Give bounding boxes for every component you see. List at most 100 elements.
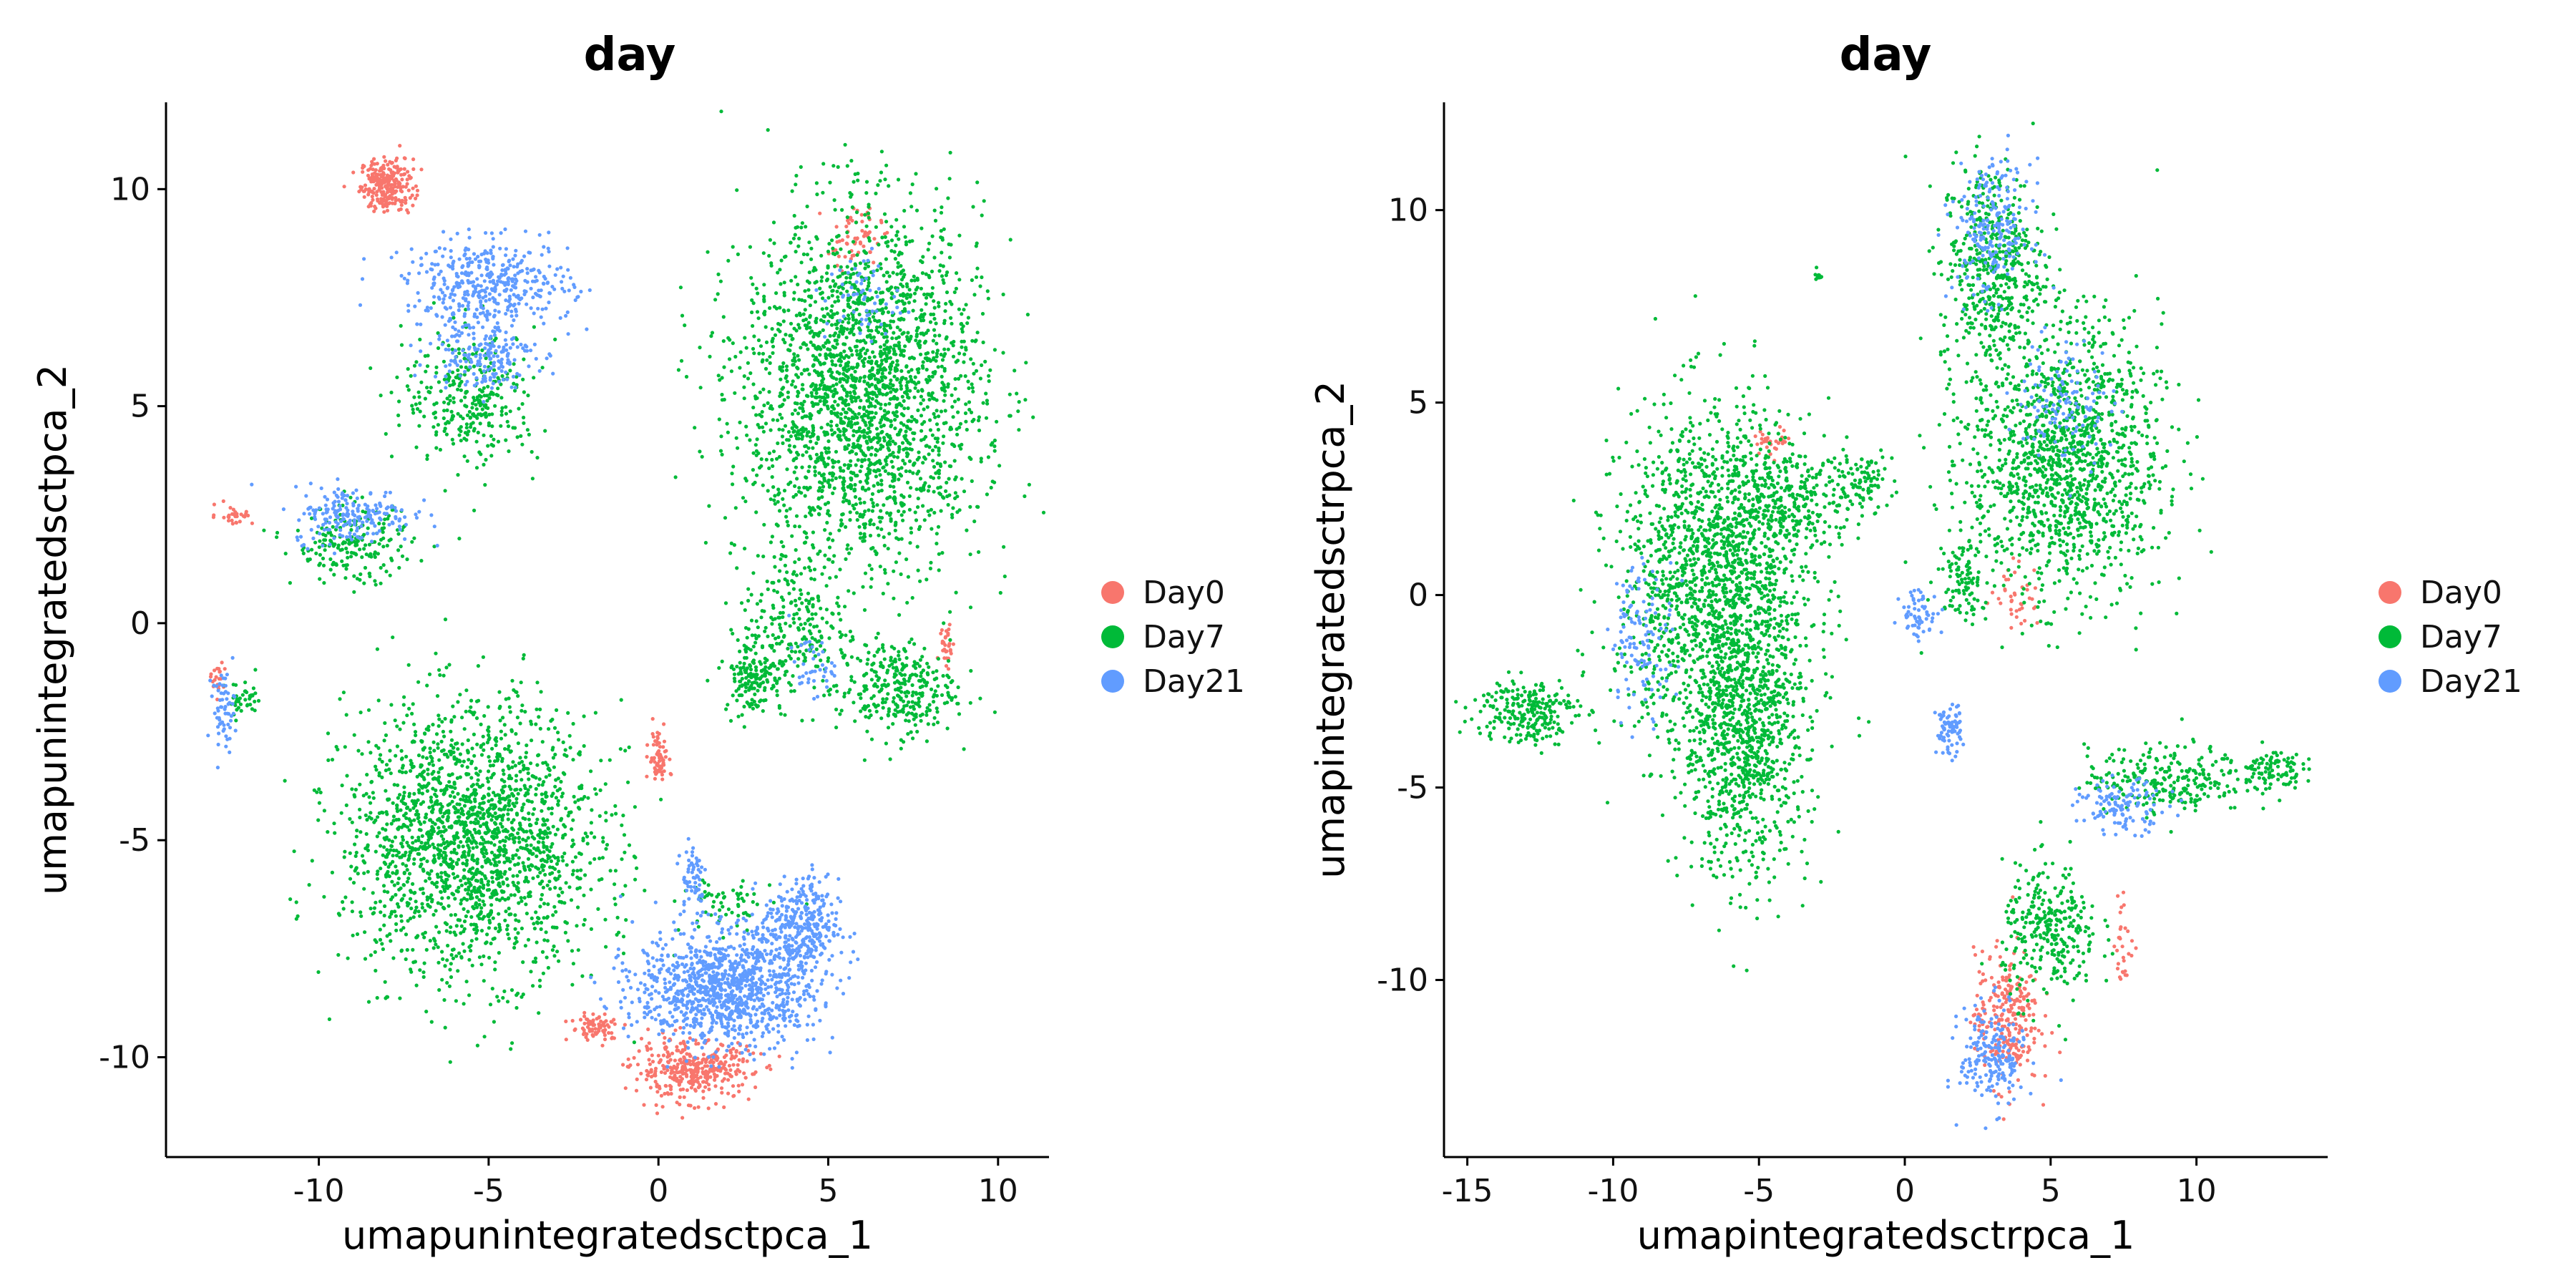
data-point: [673, 1058, 678, 1063]
data-point: [892, 680, 897, 685]
data-point: [787, 448, 791, 452]
data-point: [937, 491, 942, 495]
data-point: [940, 628, 944, 633]
data-point: [792, 620, 796, 625]
data-point: [597, 1029, 601, 1033]
data-point: [858, 501, 863, 505]
data-point: [888, 757, 892, 761]
data-point: [749, 592, 753, 597]
data-point: [422, 935, 426, 940]
data-point: [951, 415, 955, 419]
data-point: [874, 709, 879, 714]
data-point: [396, 167, 401, 172]
data-point: [827, 484, 831, 489]
data-point: [936, 657, 940, 661]
data-point: [761, 251, 766, 255]
data-point: [844, 336, 849, 340]
data-point: [945, 701, 950, 705]
data-point: [926, 722, 930, 726]
data-point: [841, 308, 846, 313]
left-umap-panel: day-10 -5 0 5 10-10-50510umapunintegratedsct…: [30, 29, 1245, 1258]
data-point: [590, 1033, 595, 1037]
data-point: [863, 351, 868, 356]
data-point: [679, 1050, 683, 1055]
data-point: [518, 721, 522, 726]
data-point: [729, 628, 733, 632]
data-point: [828, 180, 832, 185]
data-point: [927, 484, 932, 489]
data-point: [859, 213, 864, 217]
data-point: [957, 233, 962, 238]
data-point: [772, 649, 776, 653]
data-point: [555, 708, 559, 713]
data-point: [396, 850, 401, 854]
data-point: [434, 909, 438, 913]
data-point: [720, 398, 725, 402]
data-point: [419, 887, 423, 892]
data-point: [899, 572, 903, 577]
data-point: [742, 725, 746, 729]
data-point: [648, 1085, 653, 1090]
data-point: [801, 252, 806, 256]
data-point: [786, 430, 791, 434]
data-point: [902, 462, 907, 466]
data-point: [935, 422, 940, 426]
data-point: [817, 480, 822, 484]
data-point: [872, 237, 877, 241]
data-point: [930, 391, 935, 395]
data-point: [493, 811, 497, 816]
data-point: [659, 1070, 664, 1074]
data-point: [728, 1068, 733, 1072]
data-point: [945, 480, 949, 485]
data-point: [386, 181, 391, 185]
data-point: [814, 181, 819, 185]
data-point: [872, 260, 876, 265]
data-point: [897, 299, 901, 303]
data-point: [367, 795, 371, 799]
data-point: [965, 528, 969, 532]
data-point: [776, 615, 781, 620]
data-point: [393, 185, 397, 189]
data-point: [728, 1050, 733, 1055]
data-point: [897, 477, 901, 482]
data-point: [569, 898, 574, 902]
data-point: [957, 508, 962, 512]
data-point: [937, 304, 941, 308]
data-point: [869, 497, 874, 502]
data-point: [932, 510, 937, 515]
data-point: [441, 837, 446, 841]
data-point: [845, 164, 849, 168]
data-point: [650, 1060, 655, 1064]
data-point: [773, 565, 777, 569]
data-point: [962, 747, 966, 751]
data-point: [869, 567, 874, 572]
data-point: [918, 487, 922, 491]
data-point: [963, 374, 967, 379]
data-point: [350, 787, 354, 791]
data-point: [736, 672, 741, 676]
data-point: [613, 1022, 617, 1026]
data-point: [935, 440, 940, 444]
data-point: [852, 507, 857, 511]
data-point: [781, 428, 785, 432]
data-point: [858, 469, 862, 474]
data-point: [836, 595, 840, 600]
data-point: [836, 459, 841, 464]
data-point: [922, 678, 927, 683]
data-point: [885, 339, 889, 343]
data-point: [826, 395, 830, 399]
data-point: [497, 951, 502, 955]
data-point: [775, 679, 779, 683]
data-point: [899, 384, 903, 388]
data-point: [920, 260, 924, 265]
data-point: [864, 479, 869, 484]
data-point: [809, 597, 814, 601]
data-point: [743, 1075, 748, 1080]
data-point: [487, 955, 492, 960]
data-point: [436, 775, 441, 779]
data-point: [889, 225, 894, 229]
data-point: [926, 351, 930, 355]
data-point: [920, 271, 924, 275]
data-point: [1025, 313, 1030, 317]
data-point: [825, 520, 829, 525]
